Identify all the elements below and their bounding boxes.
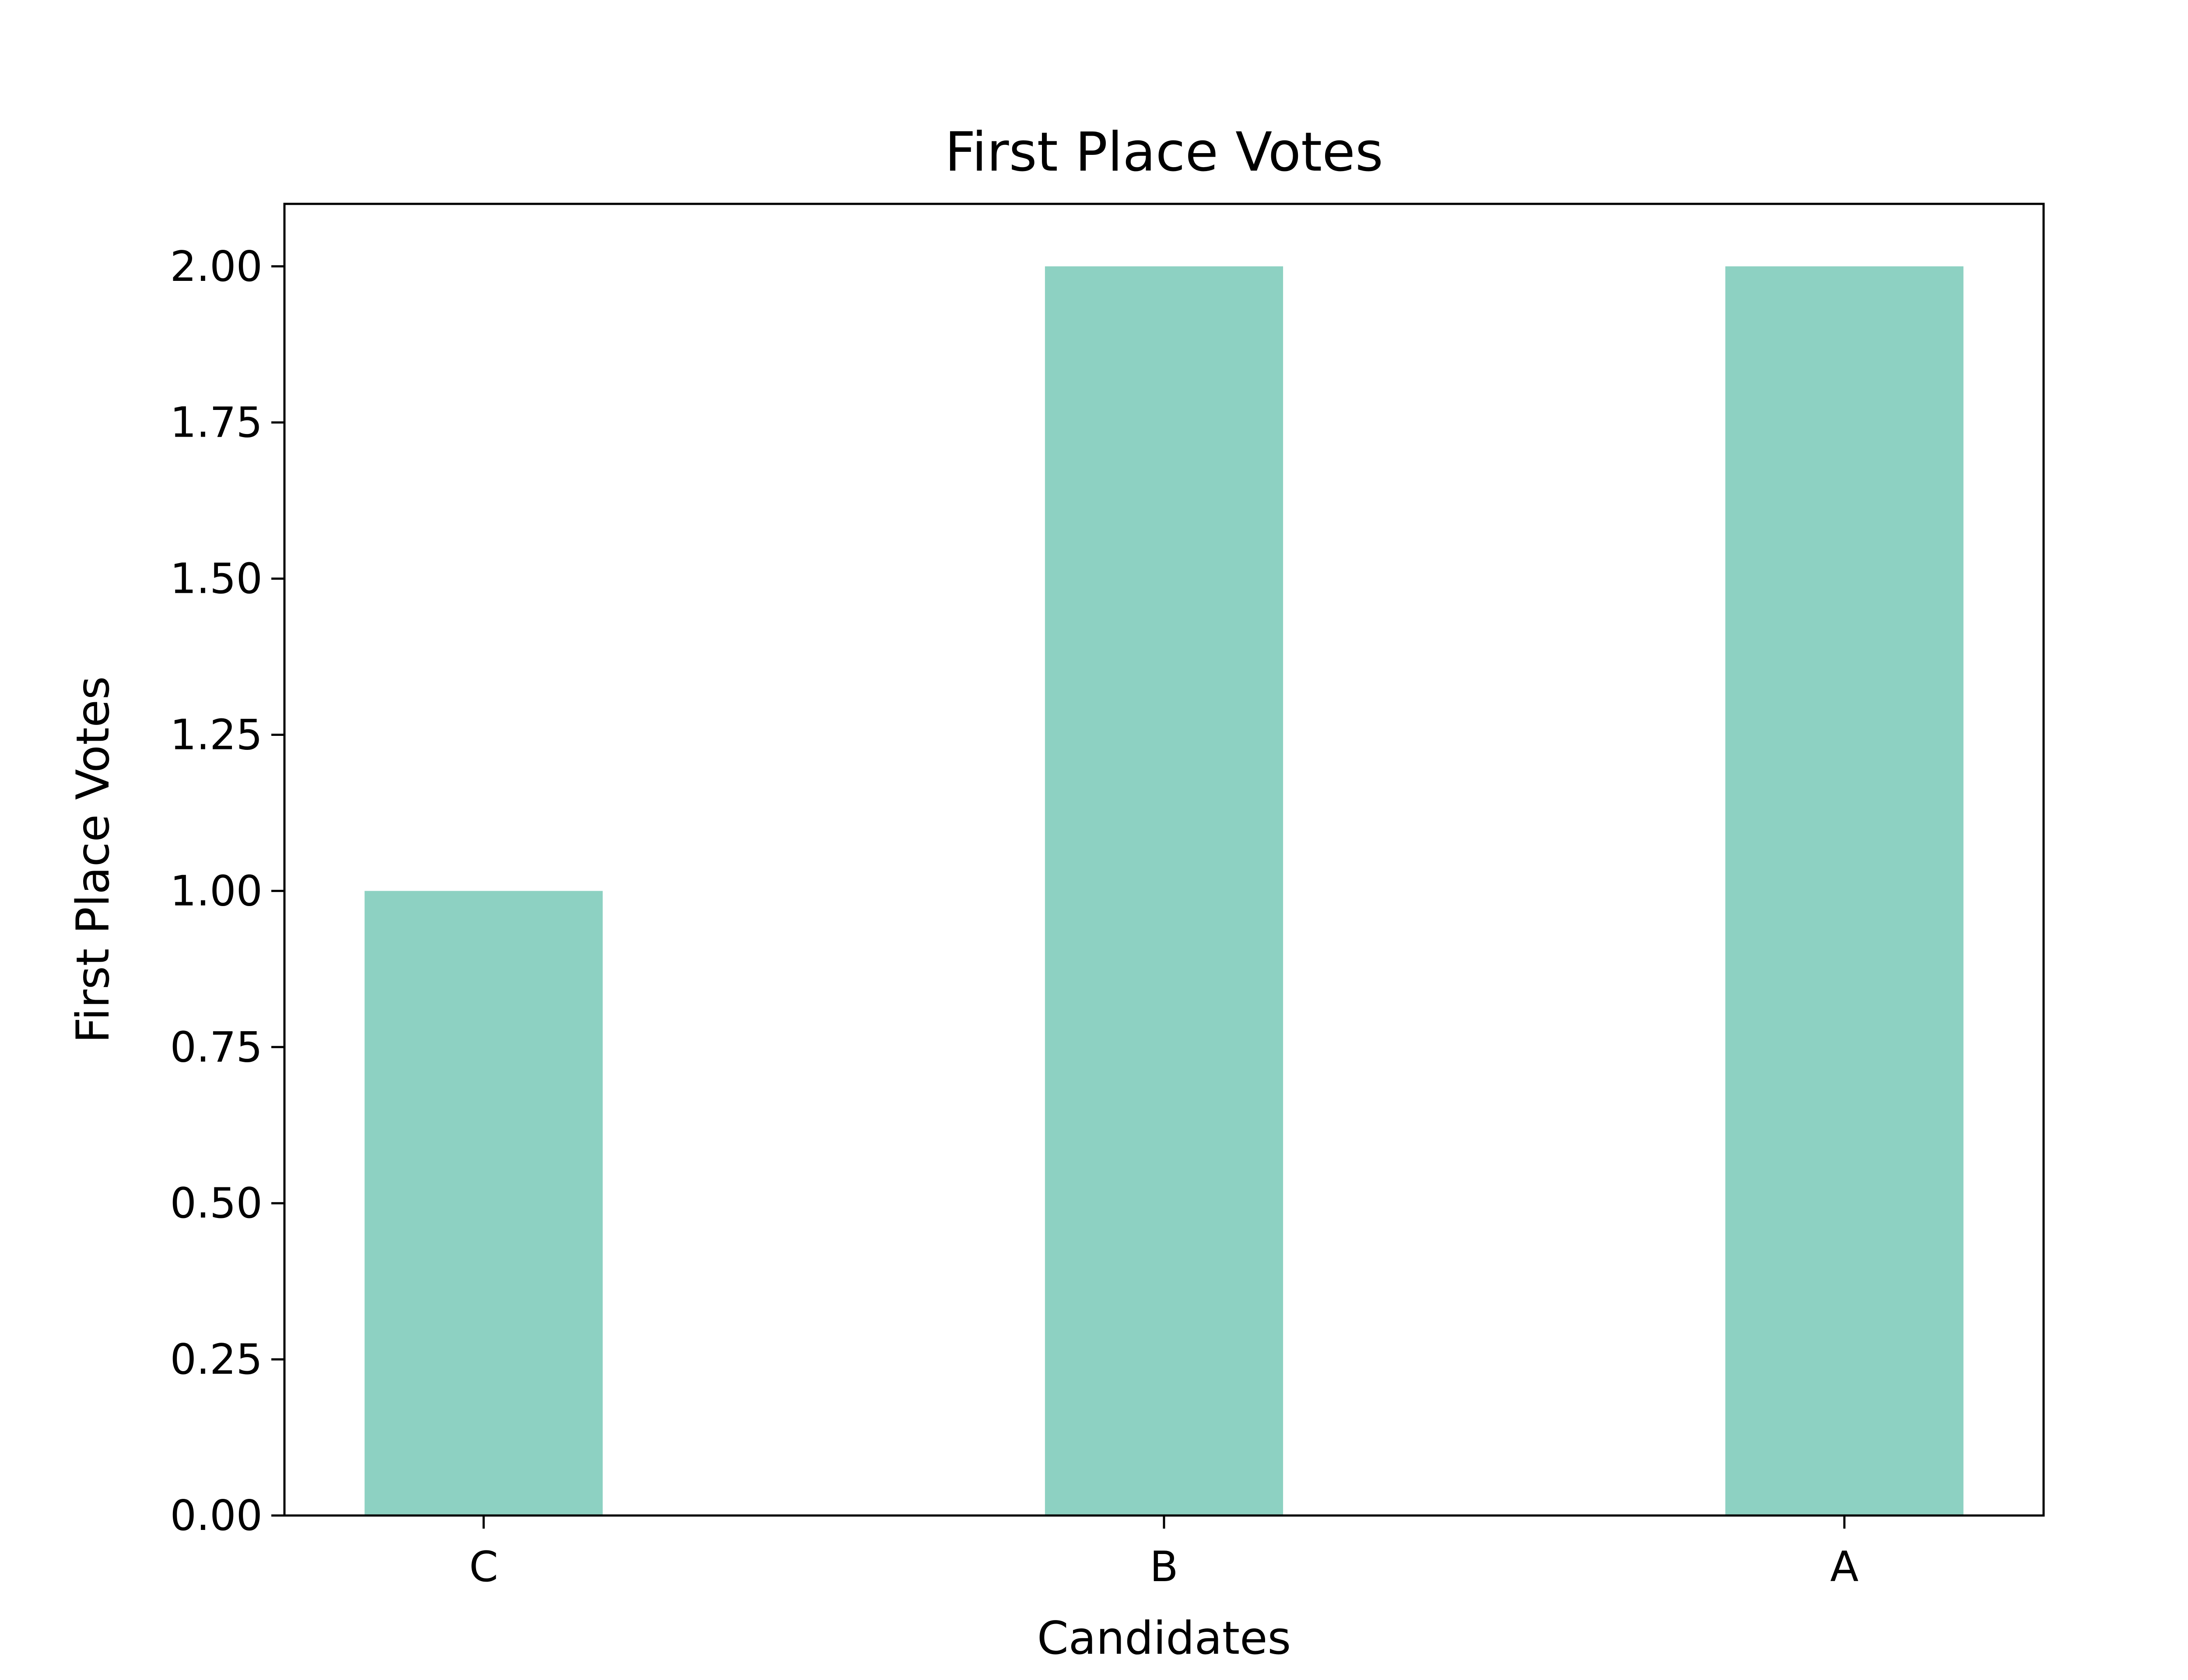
y-axis-label: First Place Votes bbox=[67, 676, 119, 1043]
bar-A bbox=[1725, 266, 1964, 1516]
y-tick-label: 2.00 bbox=[170, 243, 263, 291]
plot-frame bbox=[283, 203, 2045, 1517]
y-tick-label: 0.25 bbox=[170, 1336, 263, 1384]
y-tick-label: 1.75 bbox=[170, 399, 263, 447]
y-tick-label: 1.00 bbox=[170, 867, 263, 915]
chart-title: First Place Votes bbox=[945, 121, 1383, 184]
x-axis-label: Candidates bbox=[1037, 1612, 1291, 1665]
y-axis: 0.00 0.25 0.50 0.75 1.00 1.25 1.50 1.75 2.00 bbox=[170, 243, 284, 1540]
y-tick-label: 0.00 bbox=[170, 1492, 263, 1540]
bar-B bbox=[1045, 266, 1283, 1516]
y-tick-label: 0.50 bbox=[170, 1180, 263, 1228]
y-tick-label: 1.25 bbox=[170, 711, 263, 759]
bars-group bbox=[365, 266, 1964, 1516]
x-tick-label-C: C bbox=[469, 1543, 498, 1591]
x-tick-label-B: B bbox=[1150, 1543, 1178, 1591]
y-tick-label: 1.50 bbox=[170, 555, 263, 603]
y-tick-label: 0.75 bbox=[170, 1023, 263, 1071]
bar-C bbox=[365, 891, 603, 1516]
x-tick-label-A: A bbox=[1830, 1543, 1858, 1591]
